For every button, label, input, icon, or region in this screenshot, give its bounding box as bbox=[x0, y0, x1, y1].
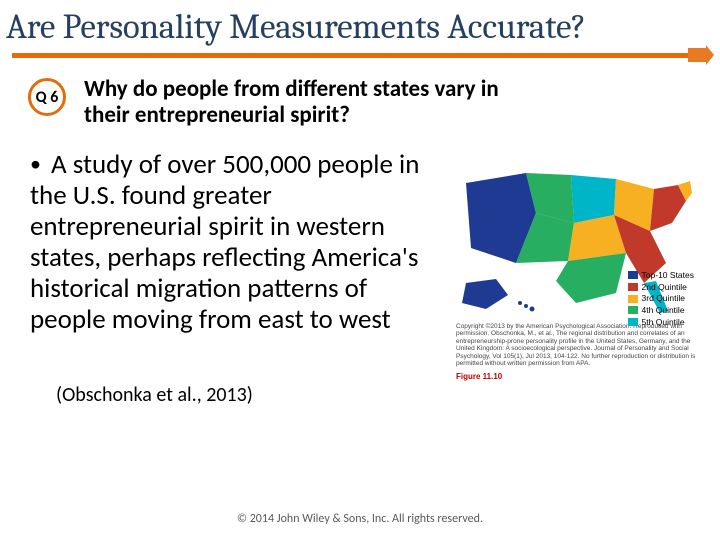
question-badge: Q 6 bbox=[28, 78, 66, 116]
legend-label: Top-10 States bbox=[642, 270, 694, 281]
legend-label: 2nd Quintile bbox=[642, 282, 687, 293]
legend-label: 4th Quintile bbox=[642, 305, 685, 316]
swatch-icon bbox=[628, 295, 638, 303]
legend-label: 5th Quintile bbox=[642, 317, 685, 328]
page-title: Are Personality Measurements Accurate? bbox=[0, 0, 720, 51]
swatch-icon bbox=[628, 283, 638, 291]
swatch-icon bbox=[628, 271, 638, 279]
question-text: Why do people from different states vary… bbox=[84, 76, 504, 129]
citation: (Obschonka et al., 2013) bbox=[56, 383, 720, 407]
map-legend: Top-10 States 2nd Quintile 3rd Quintile … bbox=[628, 270, 694, 328]
figure-caption: Copyright ©2013 by the American Psycholo… bbox=[456, 323, 702, 368]
figure-tag: Figure 11.10 bbox=[456, 372, 702, 381]
swatch-icon bbox=[628, 318, 638, 326]
copyright: © 2014 John Wiley & Sons, Inc. All right… bbox=[0, 512, 720, 526]
legend-label: 3rd Quintile bbox=[642, 293, 685, 304]
title-underline bbox=[12, 53, 708, 58]
arrow-right-icon bbox=[688, 45, 714, 65]
us-map-figure: Copyright ©2013 by the American Psycholo… bbox=[456, 153, 702, 381]
bullet-text: A study of over 500,000 people in the U.… bbox=[30, 149, 430, 335]
swatch-icon bbox=[628, 306, 638, 314]
